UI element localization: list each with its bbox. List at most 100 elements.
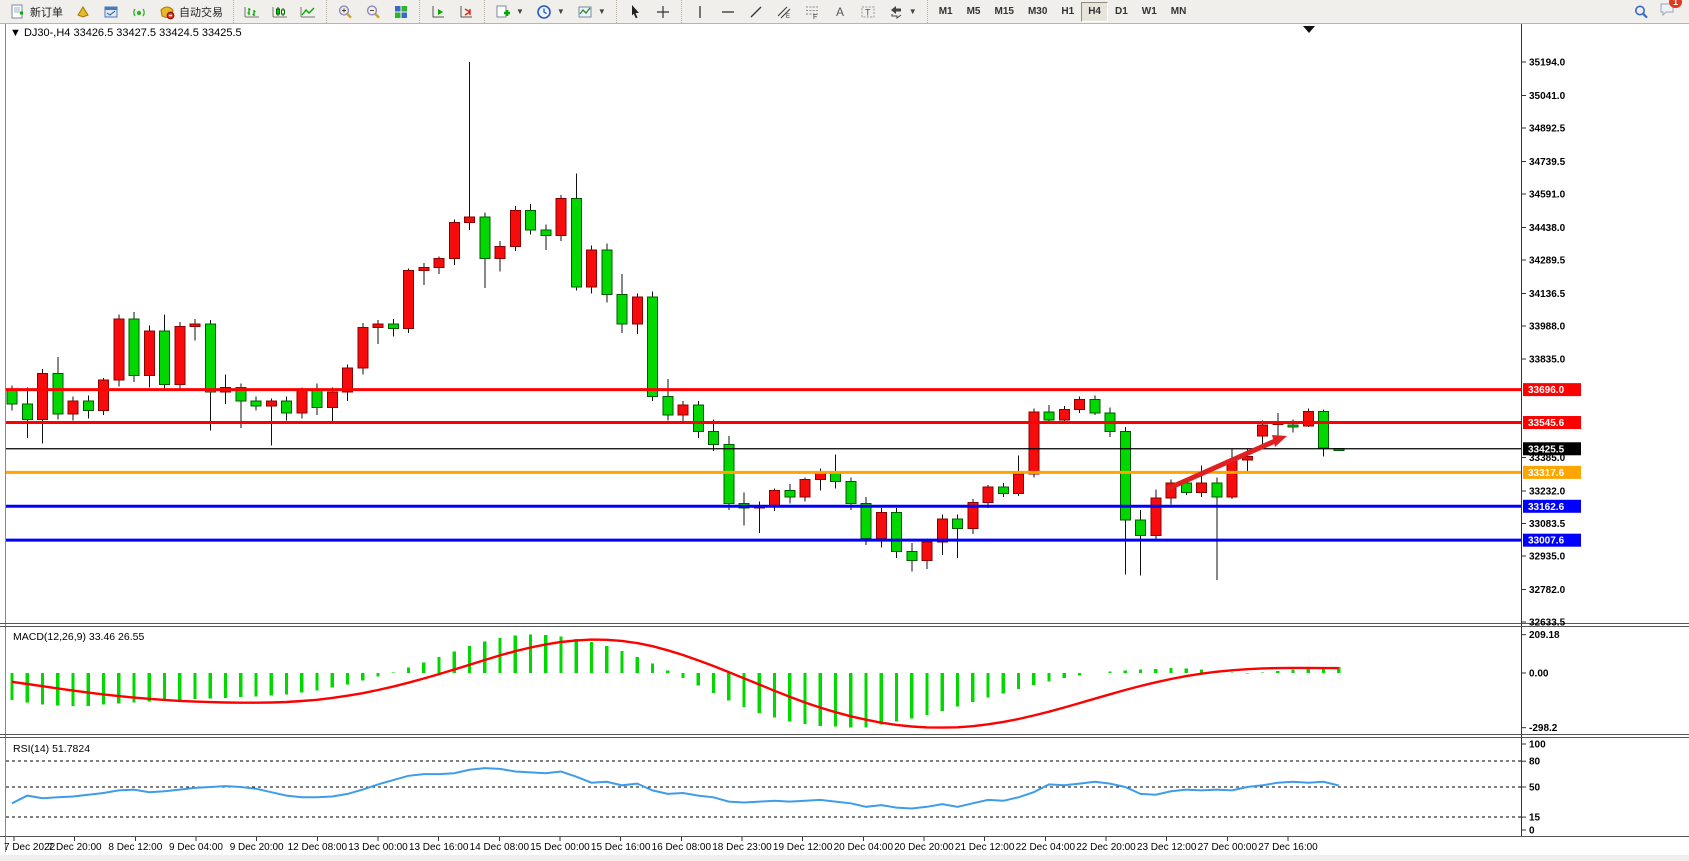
chat-button[interactable]: 1: [1659, 0, 1682, 22]
signals-icon: [133, 8, 145, 16]
timeframe-m5-button[interactable]: M5: [960, 2, 988, 22]
auto-scroll-button[interactable]: [424, 2, 452, 22]
fibonacci-icon: F: [805, 6, 818, 20]
svg-text:27 Dec 00:00: 27 Dec 00:00: [1198, 842, 1258, 853]
equidistant-channel-icon: E: [777, 6, 791, 20]
auto-scroll-icon: [432, 5, 444, 17]
indicators-icon: [496, 5, 510, 17]
svg-text:13 Dec 00:00: 13 Dec 00:00: [348, 842, 408, 853]
templates-caret-icon: ▼: [597, 7, 606, 16]
line-chart-button[interactable]: [294, 2, 322, 22]
cursor-button[interactable]: [621, 2, 649, 22]
svg-text:7 Dec 2022: 7 Dec 2022: [4, 842, 56, 853]
rsi-panel: 100 80 50 15 0 RSI(14) 51.7824: [6, 740, 1546, 837]
svg-text:35194.0: 35194.0: [1529, 58, 1566, 69]
svg-text:33162.6: 33162.6: [1528, 502, 1565, 513]
svg-text:100: 100: [1529, 740, 1546, 751]
svg-text:27 Dec 16:00: 27 Dec 16:00: [1258, 842, 1318, 853]
metaeditor-button[interactable]: [69, 2, 97, 22]
autotrading-button[interactable]: 自动交易: [153, 2, 229, 22]
horizontal-line-button[interactable]: [714, 2, 742, 22]
chat-badge: 1: [1668, 0, 1682, 8]
svg-text:34739.5: 34739.5: [1529, 157, 1566, 168]
timeframe-m1-button[interactable]: M1: [932, 2, 960, 22]
svg-text:33545.6: 33545.6: [1528, 418, 1565, 429]
svg-text:16 Dec 08:00: 16 Dec 08:00: [652, 842, 712, 853]
chart-title[interactable]: ▼ DJ30-,H4 33426.5 33427.5 33424.5 33425…: [10, 27, 242, 39]
periods-button[interactable]: ▼: [530, 2, 571, 22]
crosshair-button[interactable]: [649, 2, 677, 22]
signals-button[interactable]: [125, 2, 153, 22]
timeframe-w1-button[interactable]: W1: [1135, 2, 1164, 22]
text-button[interactable]: A: [826, 2, 854, 22]
toolbar: 新订单 自动交易: [0, 0, 1689, 24]
price-axis[interactable]: 35194.0 35041.0 34892.5 34739.5 34591.0 34438…: [1522, 58, 1566, 629]
text-label-button[interactable]: T: [854, 2, 882, 22]
toolbar-group-objects: E F A T ▼: [680, 0, 927, 23]
svg-text:15 Dec 00:00: 15 Dec 00:00: [530, 842, 590, 853]
macd-panel: 209.18 0.00 -298.2 MACD(12,26,9) 33.46 26.5…: [10, 630, 1560, 734]
search-icon[interactable]: [1633, 4, 1649, 20]
chart-shift-button[interactable]: [452, 2, 480, 22]
trend-arrow-annotation[interactable]: [1165, 435, 1287, 492]
svg-text:20 Dec 20:00: 20 Dec 20:00: [894, 842, 954, 853]
arrows-tool-icon: [890, 5, 902, 19]
svg-text:-298.2: -298.2: [1529, 723, 1558, 734]
svg-text:F: F: [813, 14, 817, 20]
text-label-icon: T: [861, 6, 875, 17]
autotrading-icon: [160, 6, 175, 19]
bar-chart-button[interactable]: [238, 2, 266, 22]
svg-text:23 Dec 12:00: 23 Dec 12:00: [1137, 842, 1197, 853]
svg-text:E: E: [786, 14, 790, 20]
timeframe-h1-button[interactable]: H1: [1054, 2, 1081, 22]
timeframe-mn-button[interactable]: MN: [1164, 2, 1194, 22]
tile-windows-button[interactable]: [387, 2, 415, 22]
toolbar-group-timeframes: M1 M5 M15 M30 H1 H4 D1 W1 MN: [926, 0, 1198, 23]
templates-button[interactable]: ▼: [571, 2, 612, 22]
svg-text:A: A: [836, 5, 844, 19]
svg-text:12 Dec 08:00: 12 Dec 08:00: [288, 842, 348, 853]
zoom-in-button[interactable]: [331, 2, 359, 22]
toolbar-group-chart-type: [233, 0, 326, 23]
horizontal-line-icon: [721, 10, 734, 13]
svg-text:209.18: 209.18: [1529, 630, 1560, 641]
periods-clock-icon: [537, 4, 551, 19]
rsi-line: [11, 767, 1339, 810]
equidistant-channel-button[interactable]: E: [770, 2, 798, 22]
periods-caret-icon: ▼: [556, 7, 565, 16]
toolbar-group-scroll: [419, 0, 484, 23]
trendline-button[interactable]: [742, 2, 770, 22]
svg-text:34289.5: 34289.5: [1529, 255, 1566, 266]
svg-text:33385.0: 33385.0: [1529, 453, 1566, 464]
candle-chart-button[interactable]: [266, 2, 294, 22]
arrows-tool-button[interactable]: ▼: [882, 2, 923, 22]
line-chart-icon: [300, 6, 315, 17]
fibonacci-button[interactable]: F: [798, 2, 826, 22]
timeframe-m15-button[interactable]: M15: [988, 2, 1021, 22]
timeframe-m30-button[interactable]: M30: [1021, 2, 1054, 22]
svg-text:33835.0: 33835.0: [1529, 355, 1566, 366]
timeframe-h4-button[interactable]: H4: [1081, 1, 1108, 22]
chart-shift-marker[interactable]: [1303, 26, 1315, 33]
svg-text:18 Dec 23:00: 18 Dec 23:00: [712, 842, 772, 853]
svg-text:19 Dec 12:00: 19 Dec 12:00: [773, 842, 833, 853]
svg-text:33232.0: 33232.0: [1529, 487, 1566, 498]
timeframe-d1-button[interactable]: D1: [1108, 2, 1135, 22]
indicators-caret-icon: ▼: [516, 7, 524, 16]
indicators-button[interactable]: ▼: [489, 2, 530, 22]
vertical-line-button[interactable]: [686, 2, 714, 22]
zoom-out-button[interactable]: [359, 2, 387, 22]
svg-text:7 Dec 20:00: 7 Dec 20:00: [48, 842, 102, 853]
svg-text:34892.5: 34892.5: [1529, 123, 1566, 134]
cursor-icon: [631, 4, 639, 18]
terminal-button[interactable]: [97, 2, 125, 22]
svg-text:T: T: [865, 7, 871, 17]
new-order-button[interactable]: 新订单: [4, 2, 69, 22]
vertical-line-icon: [699, 5, 701, 18]
bar-chart-icon: [244, 6, 259, 17]
svg-text:33083.5: 33083.5: [1529, 519, 1566, 530]
svg-text:0: 0: [1529, 826, 1535, 837]
svg-text:35041.0: 35041.0: [1529, 91, 1566, 102]
